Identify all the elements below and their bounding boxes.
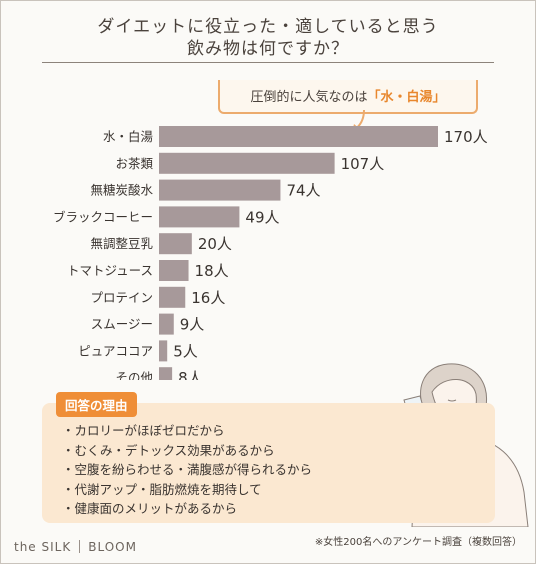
- category-label-5: 無調整豆乳: [90, 236, 153, 251]
- value-label-8: 9人: [180, 316, 205, 334]
- value-label-3: 74人: [286, 182, 320, 200]
- callout-highlight: 「水・白湯」: [367, 90, 446, 105]
- category-label-9: ピュアココア: [78, 343, 153, 358]
- category-label-10: その他: [115, 370, 153, 380]
- reasons-list: ・カロリーがほぼゼロだから ・むくみ・デトックス効果があるから ・空腹を紛らわせ…: [62, 421, 312, 519]
- reason-item: ・むくみ・デトックス効果があるから: [62, 442, 275, 458]
- bar-1: [159, 126, 438, 147]
- reasons-panel: 回答の理由 ・カロリーがほぼゼロだから ・むくみ・デトックス効果があるから ・空…: [42, 392, 495, 523]
- value-label-6: 18人: [195, 262, 229, 280]
- bar-2: [159, 152, 335, 174]
- bar-6: [159, 260, 189, 281]
- callout-prefix: 圧倒的に人気なのは: [250, 90, 368, 105]
- logo-right: BLOOM: [88, 540, 137, 554]
- reasons-title: 回答の理由: [56, 392, 137, 417]
- value-label-1: 170人: [444, 128, 488, 146]
- value-label-7: 16人: [191, 289, 225, 307]
- category-label-4: ブラックコーヒー: [53, 209, 153, 224]
- category-label-6: トマトジュース: [67, 263, 153, 278]
- bar-9: [159, 340, 168, 362]
- callout-text: 圧倒的に人気なのは「水・白湯」: [220, 86, 476, 105]
- logo-left: the SILK: [14, 540, 72, 554]
- value-label-2: 107人: [341, 155, 385, 173]
- logo-divider: [79, 540, 81, 553]
- reason-item: ・空腹を紛らわせる・満腹感が得られるから: [62, 462, 313, 477]
- callout-box: 圧倒的に人気なのは「水・白湯」: [218, 80, 478, 114]
- bar-4: [159, 206, 240, 228]
- footnote: ※女性200名へのアンケート調査（複数回答）: [314, 537, 522, 548]
- category-label-8: スムージー: [91, 317, 153, 332]
- value-label-9: 5人: [173, 342, 198, 360]
- bar-5: [159, 233, 192, 255]
- title-divider: [42, 62, 494, 63]
- brand-logo: the SILK BLOOM: [14, 540, 137, 554]
- reason-item: ・カロリーがほぼゼロだから: [62, 423, 225, 438]
- reason-item: ・健康面のメリットがあるから: [62, 501, 238, 516]
- category-label-2: お茶類: [115, 156, 153, 171]
- category-label-1: 水・白湯: [103, 129, 153, 144]
- value-label-10: 8人: [178, 369, 203, 380]
- category-label-7: プロテイン: [90, 290, 153, 305]
- category-label-3: 無糖炭酸水: [90, 183, 153, 198]
- bar-7: [159, 286, 186, 308]
- bar-3: [159, 179, 281, 201]
- chart-title-line2: 飲み物は何ですか？: [187, 39, 349, 59]
- reason-item: ・代謝アップ・脂肪燃焼を期待して: [62, 481, 262, 497]
- chart-title-line1: ダイエットに役立った・適していると思う: [97, 17, 439, 37]
- value-label-4: 49人: [245, 208, 279, 226]
- bar-10: [159, 367, 173, 380]
- bar-8: [159, 313, 174, 335]
- value-label-5: 20人: [198, 235, 232, 253]
